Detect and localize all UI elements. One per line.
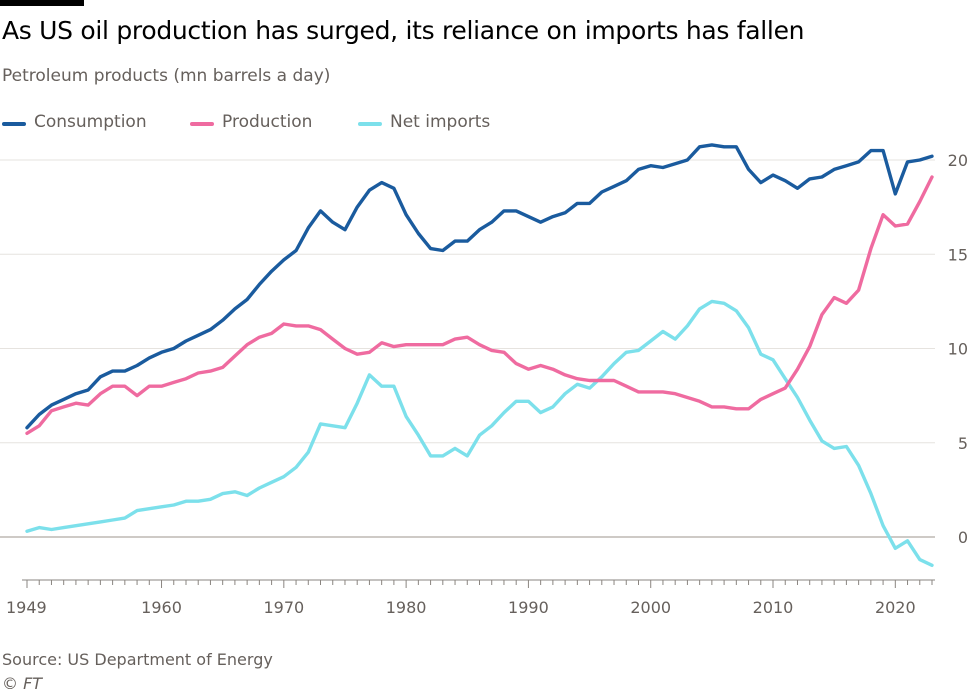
y-tick-label: 15 — [948, 245, 968, 264]
y-tick-label: 0 — [958, 528, 968, 547]
legend-swatch-consumption — [2, 122, 26, 126]
ft-top-bar — [0, 0, 84, 6]
y-axis-labels: 0 5 10 15 20 — [948, 151, 968, 547]
legend-swatch-net-imports — [358, 122, 382, 126]
series-line-production — [25, 175, 934, 435]
ft-credit: © FT — [2, 674, 43, 693]
y-tick-label: 20 — [948, 151, 968, 170]
x-tick-label: 2020 — [875, 598, 916, 617]
source-note: Source: US Department of Energy — [2, 650, 273, 669]
y-tick-label: 5 — [958, 434, 968, 453]
x-tick-label: 1949 — [6, 598, 47, 617]
x-tick-label: 2000 — [630, 598, 671, 617]
y-tick-label: 10 — [948, 340, 968, 359]
series-line-net-imports — [25, 299, 934, 567]
x-tick-label: 1980 — [386, 598, 427, 617]
x-tick-label: 1990 — [508, 598, 549, 617]
chart-subtitle: Petroleum products (mn barrels a day) — [2, 66, 331, 86]
series-line-consumption — [25, 143, 934, 430]
line-chart: 1949 1960 1970 1980 1990 2000 2010 2020 0 5 10 15 2… — [0, 143, 968, 617]
x-axis: 1949 1960 1970 1980 1990 2000 2010 2020 — [6, 579, 935, 617]
series-lines — [25, 143, 934, 567]
x-tick-label: 2010 — [753, 598, 794, 617]
x-tick-label: 1970 — [263, 598, 304, 617]
legend-swatch-production — [190, 122, 214, 126]
legend-label-net-imports: Net imports — [390, 112, 491, 132]
legend-label-production: Production — [222, 112, 313, 132]
x-tick-label: 1960 — [141, 598, 182, 617]
legend-label-consumption: Consumption — [34, 112, 147, 132]
chart-title: As US oil production has surged, its rel… — [2, 16, 805, 45]
grid-layer — [0, 159, 935, 538]
